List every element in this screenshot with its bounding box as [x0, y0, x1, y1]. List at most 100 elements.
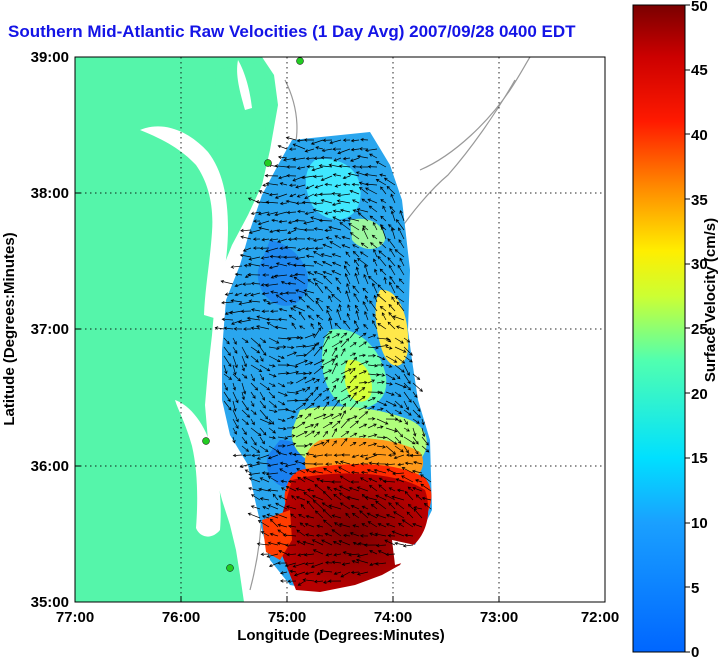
velocity-arrow: [277, 407, 289, 412]
velocity-arrow: [259, 409, 269, 420]
velocity-arrow: [340, 368, 352, 375]
velocity-arrow: [265, 472, 279, 476]
velocity-arrow: [349, 356, 358, 366]
velocity-arrow: [299, 325, 306, 330]
velocity-arrow: [232, 400, 237, 412]
velocity-arrow: [313, 405, 321, 411]
velocity-arrow: [261, 515, 270, 519]
velocity-arrow: [306, 305, 315, 312]
velocity-arrow: [250, 281, 261, 286]
velocity-arrow: [286, 364, 299, 369]
velocity-arrow: [287, 220, 297, 224]
velocity-arrow: [403, 400, 409, 411]
velocity-arrow: [284, 245, 297, 250]
velocity-arrow: [331, 514, 342, 519]
velocity-arrow: [247, 262, 261, 267]
velocity-arrow: [331, 378, 340, 384]
velocity-arrow: [340, 394, 352, 402]
velocity-arrow: [322, 348, 327, 357]
velocity-arrow: [304, 193, 315, 200]
velocity-arrow: [304, 292, 315, 303]
velocity-arrow: [385, 400, 397, 407]
velocity-arrow: [260, 263, 270, 267]
velocity-arrow: [286, 173, 297, 178]
velocity-arrow: [313, 462, 324, 466]
velocity-arrow: [276, 229, 288, 233]
velocity-arrow: [280, 479, 288, 484]
velocity-arrow: [397, 462, 405, 467]
velocity-arrow: [396, 325, 405, 330]
velocity-arrow: [268, 391, 276, 399]
velocity-arrow: [223, 346, 231, 356]
velocity-arrow: [278, 219, 288, 224]
velocity-arrow: [280, 487, 288, 492]
velocity-arrow: [294, 272, 306, 277]
velocity-arrow: [340, 338, 350, 348]
velocity-arrow: [353, 259, 360, 267]
velocity-arrow: [325, 462, 333, 466]
velocity-arrow: [286, 165, 297, 169]
velocity-arrow: [349, 367, 356, 375]
velocity-arrow: [349, 400, 359, 411]
velocity-arrow: [295, 487, 306, 492]
velocity-arrow: [399, 257, 405, 267]
velocity-arrow: [313, 579, 324, 584]
velocity-arrow: [241, 391, 246, 401]
velocity-arrow: [358, 353, 367, 358]
velocity-arrow: [328, 295, 333, 303]
velocity-arrow: [335, 277, 342, 285]
velocity-arrow: [313, 441, 325, 447]
velocity-arrow: [322, 430, 329, 438]
velocity-arrow: [277, 400, 286, 406]
velocity-arrow: [412, 427, 417, 437]
velocity-arrow: [328, 504, 342, 510]
velocity-arrow: [304, 211, 315, 216]
velocity-arrow: [251, 453, 261, 458]
velocity-arrow: [339, 492, 351, 501]
velocity-arrow: [420, 483, 432, 492]
velocity-arrow: [250, 337, 262, 347]
velocity-arrow: [259, 246, 270, 251]
velocity-arrow: [259, 436, 265, 445]
velocity-arrow: [286, 552, 297, 557]
velocity-arrow: [262, 183, 270, 187]
velocity-arrow: [286, 426, 296, 430]
delaware-bay: [237, 60, 252, 110]
velocity-arrow: [331, 270, 342, 276]
velocity-arrow: [352, 250, 360, 258]
velocity-arrow: [358, 405, 368, 411]
radar-station-marker: [202, 437, 210, 445]
velocity-arrow: [248, 486, 261, 492]
velocity-arrow: [320, 253, 333, 258]
velocity-arrow: [347, 217, 360, 222]
velocity-arrow: [323, 467, 333, 474]
velocity-arrow: [241, 382, 247, 395]
colorbar-tick-label: 45: [691, 62, 708, 79]
velocity-arrow: [386, 185, 396, 195]
velocity-arrow: [338, 466, 351, 474]
velocity-arrow: [350, 157, 360, 162]
velocity-arrow: [367, 364, 378, 368]
velocity-arrow: [286, 345, 295, 350]
velocity-arrow: [250, 391, 256, 399]
velocity-arrow: [373, 258, 378, 267]
velocity-arrow: [411, 469, 423, 474]
velocity-arrow: [286, 210, 297, 215]
velocity-arrow: [358, 411, 369, 420]
velocity-arrow: [355, 310, 360, 321]
velocity-arrow: [357, 542, 369, 546]
velocity-arrow: [232, 382, 237, 391]
velocity-arrow: [358, 423, 368, 429]
velocity-arrow: [287, 229, 297, 234]
velocity-arrow: [351, 559, 360, 564]
velocity-arrow: [241, 418, 249, 425]
velocity-arrow: [397, 227, 405, 240]
velocity-arrow: [378, 484, 387, 492]
velocity-arrow: [267, 504, 279, 510]
velocity-arrow: [377, 255, 387, 267]
velocity-arrow: [375, 513, 387, 519]
velocity-arrow: [241, 427, 247, 436]
velocity-arrow: [336, 199, 351, 204]
velocity-arrow: [377, 523, 387, 528]
velocity-arrow: [340, 386, 351, 393]
